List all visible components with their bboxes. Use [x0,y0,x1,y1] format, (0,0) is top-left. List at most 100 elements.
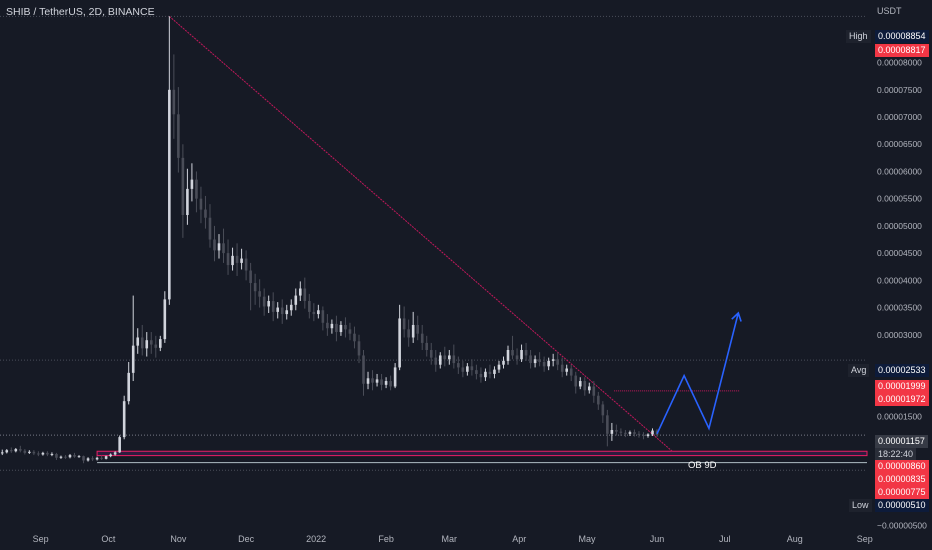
candle-body [28,451,31,453]
candle-body [68,455,72,458]
candle-body [73,455,76,457]
candle-body [416,324,419,334]
currency-label: USDT [877,6,902,16]
candle-body [565,368,569,372]
time-tick-label: Jun [650,534,665,544]
candle-body [122,401,126,438]
candle-body [208,217,212,240]
candle-body [285,310,289,315]
candle-body [357,341,361,356]
ob3-badge: 0.00000775 [875,486,929,499]
candle-body [587,386,591,391]
candle-body [280,307,284,315]
candle-body [569,368,573,376]
candle-body [628,432,632,434]
candle-body [204,209,207,218]
candle-body [23,450,27,453]
candle-body [484,371,487,378]
level1-badge: 0.00001999 [875,380,929,393]
candle-body [289,304,293,311]
candle-body [235,255,239,263]
last-price-badge: 0.00001157 [875,435,928,448]
candle-body [222,243,225,254]
candle-body [393,367,397,387]
time-tick-label: Apr [512,534,526,544]
candle-body [466,366,469,372]
candle-body [506,350,510,361]
time-tick-label: Aug [787,534,803,544]
candle-body [389,381,392,387]
candle-body [50,453,54,455]
candle-body [452,355,456,364]
candle-body [353,333,356,342]
candle-body [371,378,374,383]
candle-body [538,359,541,362]
high-label: High [846,30,871,43]
candle-body [271,301,275,312]
candle-body [19,449,22,451]
candle-body [95,457,99,460]
low-value-badge: 0.00000510 [875,499,929,512]
candle-body [14,449,18,452]
time-tick-label: Sep [33,534,49,544]
candle-body [497,364,501,370]
candle-body [136,337,140,346]
candle-body [59,456,63,458]
candle-body [520,350,523,360]
price-tick-label: 0.00004500 [877,248,922,258]
price-tick-label: 0.00003500 [877,303,922,313]
candle-body [46,452,49,455]
candle-body [140,337,144,349]
candle-body [100,457,103,459]
candle-body [276,307,280,312]
ob-zone-rect [96,450,868,457]
candle-body [457,363,460,368]
candle-body [425,342,429,351]
trendline-layer[interactable] [169,15,674,453]
candle-body [443,355,447,360]
candle-body [642,434,645,437]
candle-body [384,381,388,385]
candle-body [488,371,492,374]
price-tick-label: 0.00004000 [877,275,922,285]
price-tick-label: 0.00008000 [877,58,922,68]
candle-body [168,89,171,300]
candle-body [380,379,383,385]
candle-body [574,375,578,387]
time-tick-label: Oct [101,534,116,544]
order-block-zone[interactable] [96,390,868,464]
zone-label: OB 9D [688,460,717,471]
candle-body [375,379,379,383]
time-axis[interactable]: Sep Oct Nov Dec 2022 Feb Mar Apr May Jun Jul Aug Sep [33,534,873,544]
candle-body [578,381,582,387]
price-tick-label: 0.00006000 [877,166,922,176]
countdown-badge: 18:22:40 [875,448,917,461]
candle-body [172,89,176,115]
candle-body [344,324,347,330]
candle-body [398,318,401,368]
candle-body [298,288,302,296]
avg-value-badge: 0.00002533 [875,364,929,377]
candle-body [542,361,546,367]
candle-body [154,344,158,348]
candle-body [583,381,587,391]
candle-body [159,339,162,348]
candle-body [9,450,13,452]
candle-body [420,333,424,343]
candle-body [249,270,252,284]
candle-body [493,369,496,374]
candle-body [651,430,654,435]
candle-body [511,350,514,356]
projection-arrowhead [731,311,742,322]
candle-body [592,386,596,396]
candle-body [524,350,528,356]
candle-body [624,432,627,434]
candle-body [633,432,636,434]
candle-body [240,258,243,263]
avg-label: Avg [848,364,870,377]
projection-layer[interactable] [656,311,742,435]
ob2-badge: 0.00000835 [875,473,929,486]
level2-badge: 0.00001972 [875,393,929,406]
red-top-badge: 0.00008817 [875,44,929,57]
